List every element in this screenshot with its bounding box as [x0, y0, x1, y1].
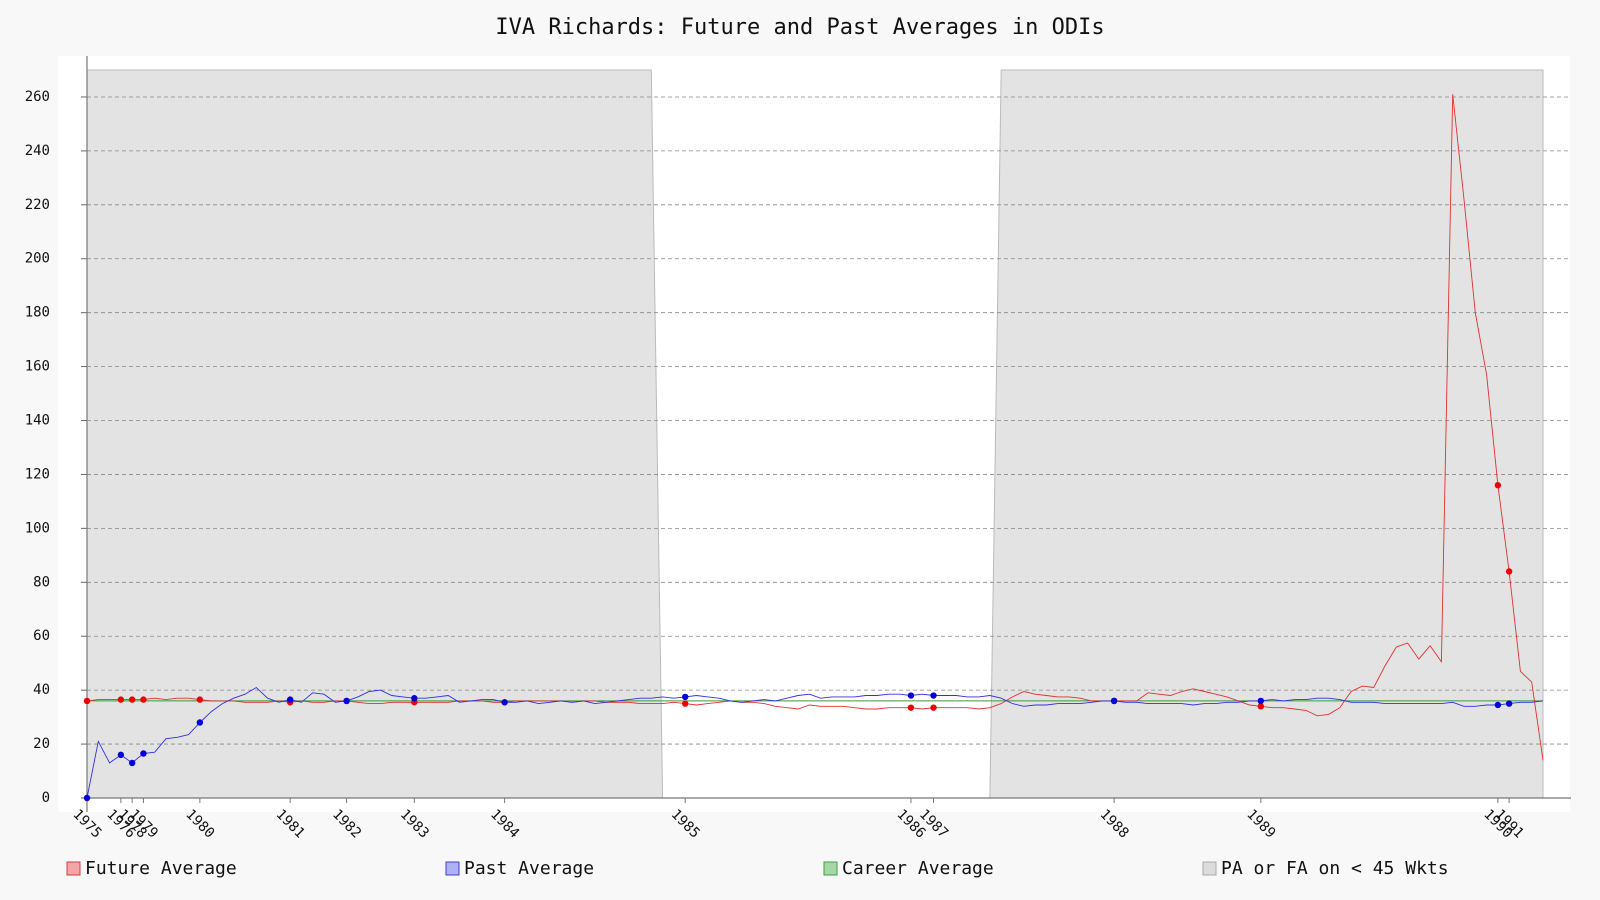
- legend-label: Future Average: [85, 858, 237, 879]
- year-point: [1505, 568, 1513, 575]
- legend-label: PA or FA on < 45 Wkts: [1221, 858, 1449, 879]
- year-point: [128, 759, 136, 767]
- year-point: [128, 696, 136, 703]
- series-line: [86, 94, 1544, 761]
- year-point: [1257, 703, 1265, 710]
- y-tick-label: 200: [25, 251, 50, 267]
- year-point: [196, 696, 204, 703]
- year-point: [196, 719, 204, 726]
- year-point: [682, 693, 689, 701]
- year-point: [907, 704, 915, 711]
- y-tick-label: 120: [25, 466, 50, 482]
- year-point: [930, 692, 937, 699]
- year-point: [343, 697, 350, 705]
- year-point: [117, 751, 125, 759]
- y-tick-label: 0: [42, 790, 50, 806]
- year-point: [907, 692, 915, 699]
- y-tick-label: 20: [33, 736, 50, 752]
- year-point: [411, 695, 418, 702]
- legend-swatch: [1202, 861, 1217, 876]
- year-point: [501, 699, 508, 706]
- legend-swatch: [823, 861, 838, 876]
- y-tick-label: 40: [33, 682, 50, 698]
- year-point: [286, 696, 294, 703]
- y-tick-label: 80: [33, 574, 50, 590]
- legend-label: Career Average: [842, 858, 994, 879]
- legend-swatch: [445, 861, 460, 876]
- y-tick-label: 140: [25, 413, 50, 429]
- year-point: [117, 696, 125, 703]
- y-tick-label: 60: [33, 628, 50, 644]
- year-point: [1494, 482, 1502, 489]
- y-tick-label: 180: [25, 305, 50, 321]
- y-tick-label: 100: [25, 520, 50, 536]
- chart-title: IVA Richards: Future and Past Averages i…: [495, 15, 1104, 40]
- y-tick-label: 260: [25, 89, 50, 105]
- year-point: [140, 696, 147, 703]
- y-tick-label: 160: [25, 359, 50, 375]
- year-point: [83, 794, 91, 802]
- year-point: [1505, 700, 1513, 707]
- series-line: [86, 686, 1544, 799]
- legend-label: Past Average: [464, 858, 594, 879]
- legend-swatch: [66, 861, 81, 876]
- year-point: [140, 750, 147, 757]
- year-point: [1494, 701, 1502, 709]
- year-point: [930, 704, 937, 711]
- year-point: [83, 697, 91, 705]
- year-point: [1257, 697, 1265, 705]
- year-point: [682, 700, 689, 707]
- year-point: [1110, 697, 1118, 705]
- y-tick-label: 220: [25, 197, 50, 213]
- y-tick-label: 240: [25, 143, 50, 159]
